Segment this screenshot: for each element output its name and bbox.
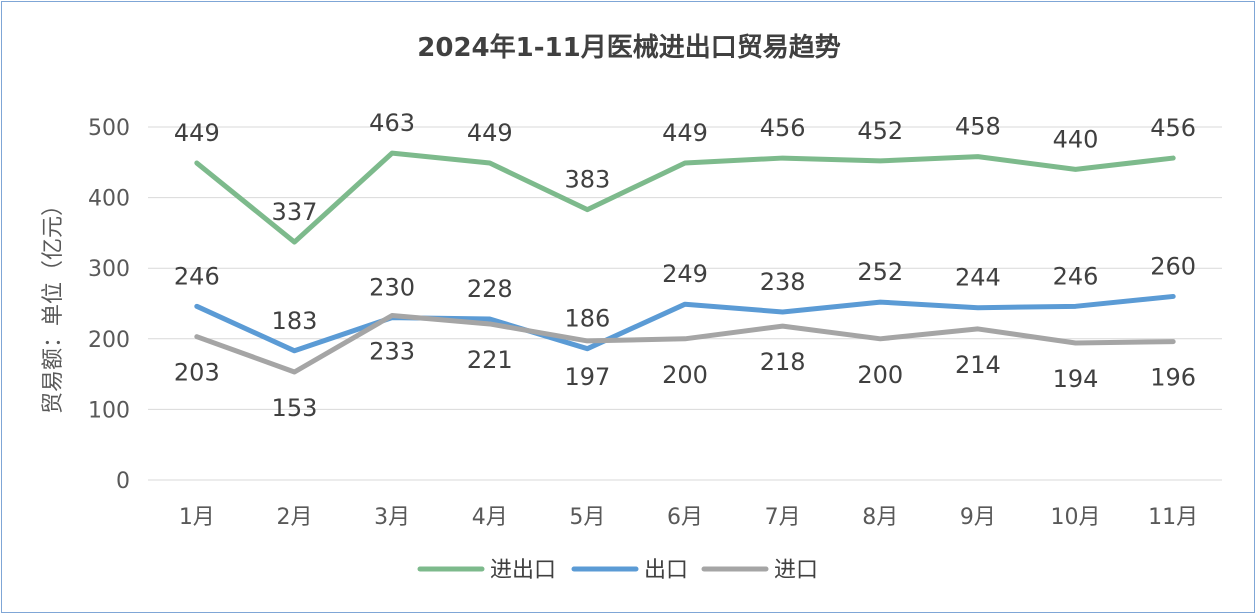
legend-label: 出口 [644, 558, 688, 583]
data-label: 196 [1150, 364, 1196, 392]
data-label: 228 [467, 275, 513, 303]
data-label: 383 [564, 166, 610, 194]
x-tick-label: 10月 [1051, 505, 1101, 530]
y-tick-label: 500 [88, 116, 130, 141]
y-tick-label: 200 [88, 328, 130, 353]
data-label: 186 [564, 305, 610, 333]
series-line-2 [194, 313, 1176, 375]
data-label: 230 [369, 274, 415, 302]
data-label: 449 [662, 119, 708, 147]
x-tick-label: 9月 [960, 505, 996, 530]
data-label: 233 [369, 338, 415, 366]
data-label: 238 [760, 268, 806, 296]
data-label: 456 [1150, 114, 1196, 142]
data-label: 260 [1150, 252, 1196, 280]
y-tick-label: 0 [116, 469, 130, 494]
x-tick-label: 6月 [667, 505, 703, 530]
data-label: 214 [955, 351, 1001, 379]
data-label: 337 [272, 198, 318, 226]
series-line-1 [194, 293, 1176, 354]
y-tick-label: 300 [88, 257, 130, 282]
data-label: 452 [857, 117, 903, 145]
data-label: 244 [955, 264, 1001, 292]
x-tick-label: 4月 [472, 505, 508, 530]
data-label: 183 [272, 307, 318, 335]
y-tick-label: 100 [88, 398, 130, 423]
data-label: 203 [174, 359, 220, 387]
data-label: 252 [857, 258, 903, 286]
data-label: 246 [1053, 262, 1099, 290]
series-line-0 [194, 150, 1176, 245]
data-label: 449 [467, 119, 513, 147]
x-tick-label: 1月 [179, 505, 215, 530]
x-tick-label: 5月 [569, 505, 605, 530]
x-tick-label: 2月 [276, 505, 312, 530]
data-label: 194 [1053, 365, 1099, 393]
y-tick-label: 400 [88, 187, 130, 212]
data-label: 458 [955, 113, 1001, 141]
legend-label: 进口 [774, 558, 818, 583]
data-label: 456 [760, 114, 806, 142]
data-label: 249 [662, 260, 708, 288]
x-tick-label: 7月 [765, 505, 801, 530]
y-axis-label: 贸易额：单位（亿元） [41, 194, 66, 414]
legend-label: 进出口 [490, 558, 556, 583]
data-label: 463 [369, 109, 415, 137]
data-label: 221 [467, 346, 513, 374]
data-label: 449 [174, 119, 220, 147]
x-tick-label: 8月 [862, 505, 898, 530]
x-tick-label: 11月 [1148, 505, 1198, 530]
data-label: 246 [174, 262, 220, 290]
chart-title: 2024年1-11月医械进出口贸易趋势 [417, 32, 840, 63]
data-label: 200 [662, 361, 708, 389]
data-label: 153 [272, 394, 318, 422]
data-label: 218 [760, 348, 806, 376]
data-label: 197 [564, 363, 610, 391]
data-label: 200 [857, 361, 903, 389]
data-label: 440 [1053, 125, 1099, 153]
x-tick-label: 3月 [374, 505, 410, 530]
